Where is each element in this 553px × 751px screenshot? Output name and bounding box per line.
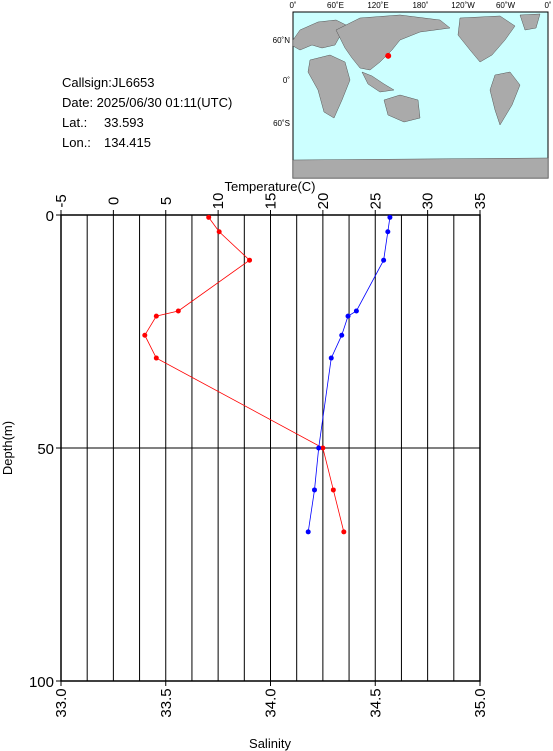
y-tick-label: 50	[37, 441, 54, 458]
bottom-axis-title: Salinity	[249, 736, 291, 751]
profile-point	[339, 332, 345, 338]
bottom-tick-label: 33.5	[158, 688, 175, 717]
bottom-tick-label: 33.0	[53, 688, 70, 717]
map-lon-label: 120˚E	[367, 1, 388, 10]
profile-point	[330, 487, 336, 493]
bottom-tick-label: 34.5	[367, 688, 384, 717]
profile-point	[320, 445, 326, 451]
lat-value: 33.593	[104, 115, 144, 130]
profile-point	[387, 214, 393, 220]
lon-label: Lon.:	[62, 135, 91, 150]
top-tick-label: 35	[472, 193, 489, 210]
map-lat-label: 60˚S	[273, 119, 290, 128]
profile-line	[144, 217, 345, 532]
map-lon-label: 120˚W	[451, 1, 475, 10]
y-axis-title: Depth(m)	[0, 421, 15, 475]
profile-point	[381, 257, 387, 263]
map-lon-label: 180˚	[412, 1, 428, 10]
map-lat-label: 0˚	[283, 76, 290, 85]
callsign: Callsign:JL6653	[62, 75, 155, 90]
map-lon-label: 0˚	[289, 1, 296, 10]
top-tick-label: 20	[315, 193, 332, 210]
station-marker	[385, 52, 392, 59]
bottom-tick-label: 35.0	[472, 688, 489, 717]
profile-point	[153, 313, 159, 319]
top-tick-label: 15	[263, 193, 280, 210]
profile-point	[316, 445, 322, 451]
bottom-tick-label: 34.0	[263, 688, 280, 717]
profile-point	[305, 529, 311, 535]
top-tick-label: 30	[420, 193, 437, 210]
profile-point	[216, 229, 222, 235]
top-axis-title: Temperature(C)	[224, 179, 315, 194]
profile-point	[247, 257, 253, 263]
top-tick-label: -5	[53, 194, 70, 207]
lat-label: Lat.:	[62, 115, 87, 130]
profile-point	[206, 214, 212, 220]
top-tick-label: 10	[210, 193, 227, 210]
profile-point	[385, 229, 391, 235]
map-lat-label: 60˚N	[273, 36, 291, 45]
map-lon-label: 60˚E	[327, 1, 344, 10]
top-tick-label: 5	[158, 197, 175, 205]
y-tick-label: 0	[46, 208, 54, 225]
profile-point	[345, 313, 351, 319]
lon-value: 134.415	[104, 135, 151, 150]
map-land	[292, 13, 549, 179]
top-tick-label: 25	[367, 193, 384, 210]
profile-point	[142, 332, 148, 338]
map-lon-label: 60˚W	[496, 1, 516, 10]
profile-point	[328, 355, 334, 361]
profile-point	[311, 487, 317, 493]
y-tick-label: 100	[29, 674, 54, 691]
map-lon-label: 0˚	[544, 1, 551, 10]
top-tick-label: 0	[105, 197, 122, 205]
map	[292, 11, 549, 179]
profile-point	[341, 529, 347, 535]
profile-point	[353, 308, 359, 314]
date: Date: 2025/06/30 01:11(UTC)	[62, 95, 232, 110]
profile-line	[307, 217, 391, 532]
profile-point	[175, 308, 181, 314]
profile-point	[153, 355, 159, 361]
